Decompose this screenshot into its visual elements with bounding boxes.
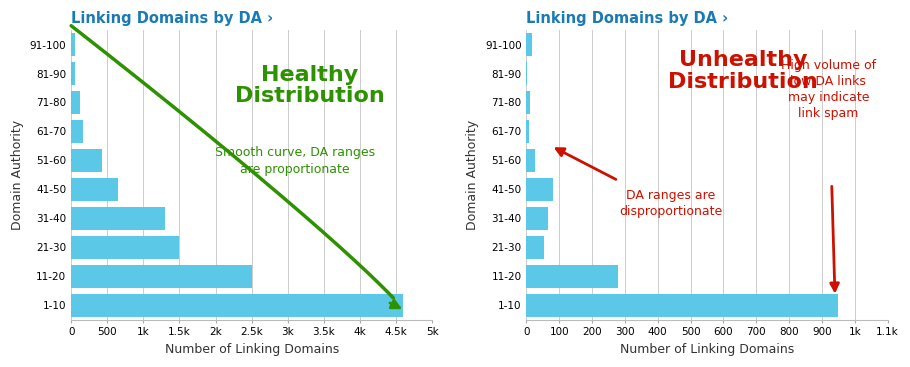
X-axis label: Number of Linking Domains: Number of Linking Domains [620, 343, 794, 356]
Bar [71, 265, 252, 288]
Text: Linking Domains by DA ›: Linking Domains by DA › [526, 11, 729, 26]
Text: Linking Domains by DA ›: Linking Domains by DA › [71, 11, 273, 26]
Bar [526, 33, 532, 56]
Bar [526, 120, 529, 143]
Text: Smooth curve, DA ranges
are proportionate: Smooth curve, DA ranges are proportionat… [215, 146, 375, 176]
Bar [71, 207, 165, 230]
Bar [526, 149, 535, 172]
Bar [71, 236, 179, 259]
Bar [526, 207, 548, 230]
Text: Unhealthy
Distribution: Unhealthy Distribution [668, 50, 818, 92]
Y-axis label: Domain Authority: Domain Authority [11, 120, 24, 230]
Text: DA ranges are
disproportionate: DA ranges are disproportionate [619, 189, 723, 218]
Bar [71, 120, 84, 143]
Bar [71, 62, 76, 85]
Bar [71, 91, 80, 114]
Bar [71, 294, 403, 316]
Bar [71, 33, 75, 56]
Bar [526, 91, 531, 114]
Text: Healthy
Distribution: Healthy Distribution [235, 65, 384, 106]
Bar [526, 265, 618, 288]
Bar [71, 149, 102, 172]
X-axis label: Number of Linking Domains: Number of Linking Domains [165, 343, 339, 356]
Y-axis label: Domain Authority: Domain Authority [467, 120, 480, 230]
Bar [526, 62, 528, 85]
Bar [71, 178, 118, 201]
Text: High volume of
low DA links
may indicate
link spam: High volume of low DA links may indicate… [781, 59, 876, 120]
Bar [526, 178, 552, 201]
Bar [526, 236, 544, 259]
Bar [526, 294, 838, 316]
